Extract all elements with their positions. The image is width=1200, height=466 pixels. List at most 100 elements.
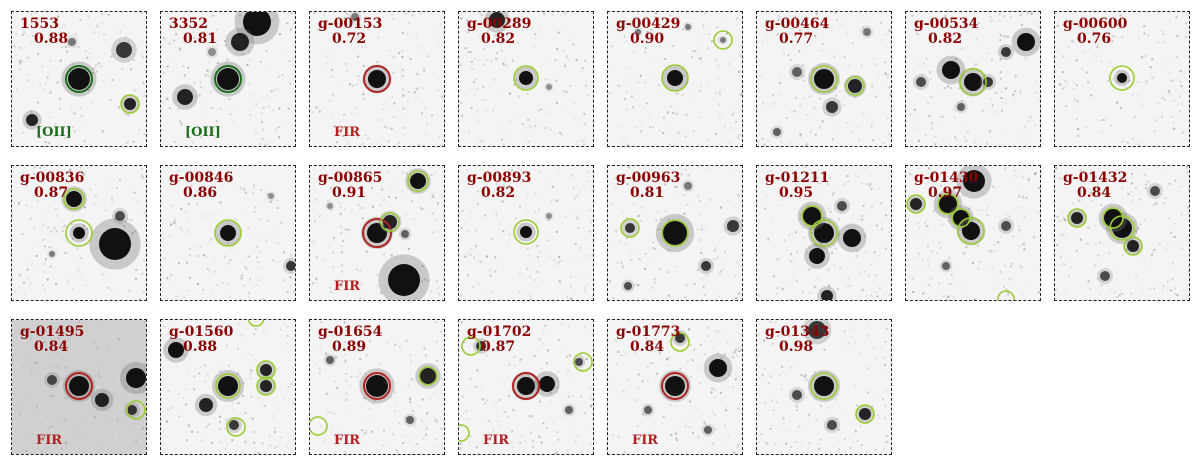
source-blob bbox=[663, 221, 687, 245]
source-blob bbox=[963, 170, 985, 192]
source-blob bbox=[476, 341, 486, 351]
source-blob bbox=[367, 223, 387, 243]
neighbor-circle bbox=[63, 188, 85, 210]
cutout-tile: g-01773 0.84 FIR bbox=[607, 319, 743, 455]
source-blob bbox=[916, 77, 926, 87]
source-blob bbox=[388, 264, 420, 296]
cutout-tile: g-01560 0.88 bbox=[160, 319, 296, 455]
neighbor-circle bbox=[959, 68, 987, 96]
object-id: g-00429 bbox=[616, 16, 681, 32]
source-blob bbox=[859, 408, 871, 420]
neighbor-circle bbox=[951, 208, 971, 228]
source-blob bbox=[383, 215, 397, 229]
source-blob bbox=[727, 220, 739, 232]
object-id: g-01560 bbox=[169, 324, 234, 340]
cutout-image bbox=[908, 12, 1040, 146]
source-blob bbox=[124, 98, 136, 110]
source-blob bbox=[910, 198, 922, 210]
cutout-image bbox=[161, 12, 295, 146]
redshift-value: 0.84 bbox=[630, 339, 665, 355]
object-id: g-01495 bbox=[20, 324, 85, 340]
redshift-value: 0.81 bbox=[630, 185, 665, 201]
redshift-value: 0.89 bbox=[332, 339, 367, 355]
source-blob bbox=[962, 222, 980, 240]
source-blob bbox=[635, 29, 641, 35]
source-blob bbox=[95, 393, 109, 407]
source-blob bbox=[268, 193, 274, 199]
object-id: g-00464 bbox=[765, 16, 830, 32]
cutout-image bbox=[161, 320, 295, 454]
redshift-value: 0.72 bbox=[332, 31, 367, 47]
cutout-tile: g-00464 0.77 bbox=[756, 11, 892, 147]
source-blob bbox=[168, 342, 184, 358]
source-blob bbox=[837, 201, 847, 211]
source-blob bbox=[177, 89, 193, 105]
neighbor-circle bbox=[461, 336, 481, 356]
neighbor-circle bbox=[801, 205, 823, 227]
neighbor-circle bbox=[937, 193, 959, 215]
object-id: g-01343 bbox=[765, 324, 830, 340]
neighbor-circle bbox=[670, 332, 690, 352]
object-id: g-01430 bbox=[914, 170, 979, 186]
object-id: g-01773 bbox=[616, 324, 681, 340]
object-id: g-00600 bbox=[1063, 16, 1128, 32]
neighbor-circle bbox=[957, 217, 985, 245]
source-blob bbox=[814, 376, 834, 396]
source-blob bbox=[126, 368, 146, 388]
source-blob bbox=[26, 114, 38, 126]
source-blob bbox=[792, 390, 802, 400]
source-blob bbox=[68, 68, 90, 90]
emission-tag: [OII] bbox=[36, 125, 72, 140]
neighbor-circle bbox=[906, 194, 926, 214]
source-blob bbox=[1150, 186, 1160, 196]
cutout-image bbox=[757, 166, 891, 300]
redshift-value: 0.82 bbox=[928, 31, 963, 47]
source-blob bbox=[406, 416, 414, 424]
cutout-image bbox=[459, 320, 593, 454]
source-blob bbox=[420, 368, 436, 384]
target-circle bbox=[512, 372, 540, 400]
redshift-value: 0.88 bbox=[34, 31, 69, 47]
source-blob bbox=[773, 128, 781, 136]
neighbor-circle bbox=[810, 65, 838, 93]
source-blob bbox=[675, 333, 685, 343]
source-blob bbox=[826, 101, 838, 113]
cutout-tile: g-00893 0.82 bbox=[458, 165, 594, 301]
source-blob bbox=[644, 406, 652, 414]
source-blob bbox=[863, 28, 871, 36]
object-id: 1553 bbox=[20, 16, 59, 32]
source-blob bbox=[957, 103, 965, 111]
source-blob bbox=[410, 173, 426, 189]
cutout-image bbox=[608, 166, 742, 300]
cutout-tile: g-00846 0.86 bbox=[160, 165, 296, 301]
emission-tag: FIR bbox=[36, 433, 63, 448]
redshift-value: 0.95 bbox=[779, 185, 814, 201]
source-blob bbox=[243, 12, 271, 36]
cutout-tile: 1553 0.88 [OII] bbox=[11, 11, 147, 147]
neighbor-circle bbox=[810, 219, 838, 247]
neighbor-circle bbox=[513, 219, 539, 245]
neighbor-circle bbox=[380, 212, 400, 232]
source-blob bbox=[827, 420, 837, 430]
source-blob bbox=[808, 321, 826, 339]
neighbor-circle bbox=[661, 219, 689, 247]
source-blob bbox=[667, 70, 683, 86]
source-blob bbox=[368, 70, 386, 88]
cutout-image bbox=[310, 321, 444, 454]
cutout-tile: g-00836 0.87 bbox=[11, 165, 147, 301]
target-circle bbox=[661, 372, 689, 400]
source-blob bbox=[1071, 212, 1083, 224]
cutout-tile: g-00429 0.90 bbox=[607, 11, 743, 147]
cutout-image bbox=[757, 12, 891, 146]
emission-tag: FIR bbox=[334, 433, 361, 448]
source-blob bbox=[684, 182, 692, 190]
source-blob bbox=[1127, 240, 1139, 252]
object-id: g-01702 bbox=[467, 324, 532, 340]
neighbor-circle bbox=[247, 320, 265, 327]
object-id: g-00865 bbox=[318, 170, 383, 186]
cutout-tile: g-01702 0.87 FIR bbox=[458, 319, 594, 455]
source-blob bbox=[127, 405, 137, 415]
source-blob bbox=[1017, 33, 1035, 51]
redshift-value: 0.88 bbox=[183, 339, 218, 355]
